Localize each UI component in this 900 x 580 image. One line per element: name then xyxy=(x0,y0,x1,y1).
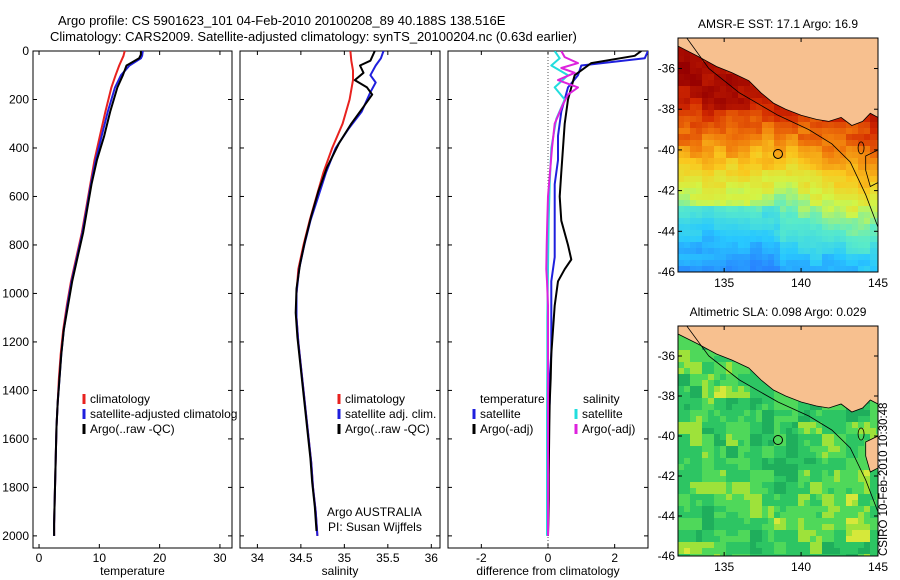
temperature-frame xyxy=(32,50,233,549)
difference-legend-sal-argo-label: Argo(-adj) xyxy=(582,422,635,436)
difference-legend: temperaturesatelliteArgo(-adj)salinitysa… xyxy=(472,392,635,436)
map-y-tick-label: -44 xyxy=(658,509,676,523)
y-tick-label: 2000 xyxy=(2,529,29,543)
difference-series-argo xyxy=(547,51,642,536)
x-tick-label: 0 xyxy=(36,551,43,565)
sst_map-argo-marker xyxy=(773,148,783,159)
map-x-tick-label: 140 xyxy=(791,276,811,290)
y-tick-label: 1000 xyxy=(2,286,29,300)
x-tick-label: 35.5 xyxy=(376,551,400,565)
difference-legend-temp-argo-label: Argo(-adj) xyxy=(480,422,533,436)
x-tick-label: 35 xyxy=(338,551,352,565)
x-tick-label: 20 xyxy=(153,551,167,565)
difference-series-argo_salinity xyxy=(545,51,579,536)
header-line-1: Argo profile: CS 5901623_101 04-Feb-2010… xyxy=(58,13,506,28)
sla_map-title: Altimetric SLA: 0.098 Argo: 0.029 xyxy=(690,305,867,319)
difference-legend-temp-sat-label: satellite xyxy=(480,407,521,421)
temperature-legend-2-label: Argo(..raw -QC) xyxy=(90,422,175,436)
temperature-legend-1-label: satellite-adjusted climatolog xyxy=(90,407,237,421)
sla_map: -36 -38 -40 -42 -44 -46 135 140 145 Altimetric SL… xyxy=(658,305,889,574)
sla_map-frame xyxy=(677,325,879,557)
y-tick-label: 1800 xyxy=(2,480,29,494)
difference-legend-temp-title: temperature xyxy=(480,392,545,406)
salinity-annotation-1: Argo AUSTRALIA xyxy=(327,505,422,519)
temperature-legend-0-label: climatology xyxy=(90,392,150,406)
sla_map-tasmania xyxy=(865,435,878,473)
sla_map-field xyxy=(678,326,878,556)
sla_map-king-island xyxy=(857,427,865,441)
x-tick-label: 34 xyxy=(251,551,265,565)
map-y-tick-label: -38 xyxy=(658,389,676,403)
sst_map: -36 -38 -40 -42 -44 -46 135 140 145 AMSR-E SST: 1… xyxy=(658,17,889,290)
salinity-xlabel: salinity xyxy=(322,564,359,578)
map-y-tick-label: -46 xyxy=(658,549,676,563)
salinity-annotation-2: PI: Susan Wijffels xyxy=(328,520,422,534)
map-y-tick-label: -38 xyxy=(658,102,676,116)
map-y-tick-label: -42 xyxy=(658,184,676,198)
map-x-tick-label: 145 xyxy=(868,560,888,574)
salinity-panel: 34 34.5 35 35.5 36 salinity xyxy=(239,50,441,578)
y-tick-label: 0 xyxy=(22,44,29,58)
sst_map-tasmania xyxy=(865,149,878,188)
x-tick-label: 36 xyxy=(425,551,439,565)
map-y-tick-label: -42 xyxy=(658,469,676,483)
y-tick-label: 1400 xyxy=(2,383,29,397)
x-tick-label: 10 xyxy=(93,551,107,565)
sst_map-frame xyxy=(677,37,879,273)
x-tick-label: -2 xyxy=(476,551,487,565)
map-y-tick-label: -40 xyxy=(658,429,676,443)
sst_map-king-island xyxy=(857,141,865,155)
sla_map-argo-marker xyxy=(773,435,783,445)
temperature-panel: 0 200 400 600 800 1000 1200 1400 1600 1800 2000 0 10… xyxy=(2,44,233,578)
x-tick-label: 0 xyxy=(545,551,552,565)
temperature-xlabel: temperature xyxy=(100,564,165,578)
sla_map-shelf-contour xyxy=(686,326,878,513)
sst_map-title: AMSR-E SST: 17.1 Argo: 16.9 xyxy=(698,17,858,31)
x-tick-label: 34.5 xyxy=(289,551,313,565)
map-x-tick-label: 135 xyxy=(714,560,734,574)
y-tick-label: 1600 xyxy=(2,432,29,446)
header-line-2: Climatology: CARS2009. Satellite-adjuste… xyxy=(50,29,577,44)
map-y-tick-label: -40 xyxy=(658,143,676,157)
map-x-tick-label: 135 xyxy=(714,276,734,290)
salinity-frame xyxy=(239,50,441,549)
map-y-tick-label: -44 xyxy=(658,224,676,238)
sst_map-land xyxy=(678,38,878,126)
y-tick-label: 600 xyxy=(9,189,29,203)
sst_map-shelf-contour xyxy=(686,38,878,228)
map-y-tick-label: -36 xyxy=(658,349,676,363)
y-tick-label: 400 xyxy=(9,141,29,155)
map-y-tick-label: -46 xyxy=(658,265,676,279)
y-tick-label: 800 xyxy=(9,238,29,252)
map-x-tick-label: 145 xyxy=(868,276,888,290)
salinity-legend-1-label: satellite adj. clim. xyxy=(345,407,436,421)
x-tick-label: 30 xyxy=(213,551,227,565)
difference-legend-sal-sat-label: satellite xyxy=(582,407,623,421)
y-tick-label: 200 xyxy=(9,92,29,106)
salinity-lines xyxy=(294,51,385,536)
salinity-legend-2-label: Argo(..raw -QC) xyxy=(345,422,430,436)
sla_map-land xyxy=(678,326,878,413)
y-tick-label: 1200 xyxy=(2,335,29,349)
map-y-tick-label: -36 xyxy=(658,62,676,76)
salinity-series-argo xyxy=(294,51,376,532)
difference-xlabel: difference from climatology xyxy=(476,564,619,578)
temperature-series-argo xyxy=(53,51,142,536)
temperature-lines xyxy=(53,51,144,536)
map-x-tick-label: 140 xyxy=(791,560,811,574)
x-tick-label: 2 xyxy=(611,551,618,565)
sst_map-field xyxy=(678,38,878,272)
difference-lines xyxy=(545,51,648,536)
salinity-legend-0-label: climatology xyxy=(345,392,405,406)
difference-legend-sal-title: salinity xyxy=(583,392,620,406)
